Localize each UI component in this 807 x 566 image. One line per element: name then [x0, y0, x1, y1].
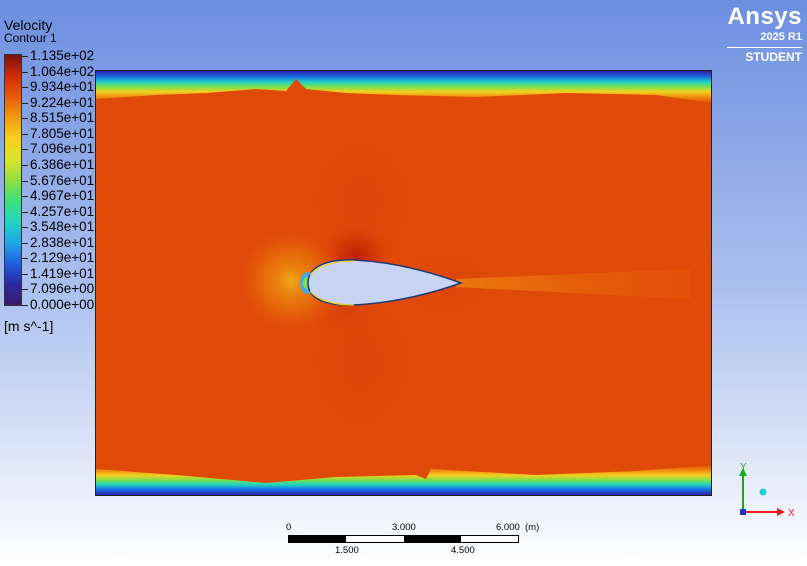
colorbar-tick-label: 2.838e+01: [30, 234, 95, 250]
scale-label-1500: 1.500: [335, 545, 359, 556]
logo-divider: [727, 47, 802, 48]
z-axis-dot: [759, 488, 767, 496]
scale-segment: [289, 536, 347, 542]
colorbar-tick-mark: [22, 56, 28, 57]
x-axis-label: X: [788, 508, 795, 519]
colorbar-tick-mark: [22, 149, 28, 151]
colorbar-tick-mark: [22, 133, 28, 135]
colorbar-tick-mark: [22, 71, 28, 73]
colorbar-tick-mark: [22, 289, 28, 291]
colorbar-tick-mark: [22, 87, 28, 89]
scale-segment: [460, 536, 518, 542]
colorbar-tick-mark: [22, 305, 28, 306]
colorbar-tick-label: 9.934e+01: [30, 79, 95, 95]
scale-label-4500: 4.500: [451, 545, 475, 556]
colorbar: [4, 54, 22, 306]
legend-subtitle: Contour 1: [4, 31, 57, 45]
legend-title: Velocity: [4, 17, 53, 33]
colorbar-tick-label: 2.129e+01: [30, 250, 95, 266]
colorbar-tick-mark: [22, 211, 28, 213]
colorbar-tick-mark: [22, 164, 28, 166]
scale-label-6000: 6.000: [496, 522, 520, 533]
scale-label-3000: 3.000: [392, 522, 416, 533]
colorbar-tick-label: 0.000e+00: [30, 297, 95, 312]
colorbar-tick-label: 6.386e+01: [30, 156, 95, 172]
axis-triad[interactable]: Y X: [735, 460, 800, 524]
x-arrowhead-icon: [777, 508, 785, 516]
colorbar-tick-label: 7.096e+01: [30, 141, 95, 157]
y-arrowhead-icon: [739, 468, 747, 476]
colorbar-tick-label: 7.805e+01: [30, 125, 95, 141]
colorbar-tick-label: 1.064e+02: [30, 63, 95, 79]
colorbar-tick-mark: [22, 180, 28, 182]
logo-edition: STUDENT: [745, 50, 802, 64]
colorbar-tick-mark: [22, 273, 28, 275]
scale-bar-segments: [288, 535, 519, 543]
colorbar-tick-mark: [22, 102, 28, 104]
origin-marker: [740, 509, 746, 515]
contour-plot: [96, 71, 711, 495]
scale-segment: [346, 536, 404, 542]
legend-units: [m s^-1]: [4, 318, 54, 334]
colorbar-tick-mark: [22, 258, 28, 260]
colorbar-tick-label: 1.135e+02: [30, 48, 95, 63]
colorbar-tick-mark: [22, 196, 28, 198]
scale-units: (m): [525, 522, 540, 533]
logo-version: 2025 R1: [760, 31, 802, 43]
colorbar-tick-label: 9.224e+01: [30, 94, 95, 110]
colorbar-tick-mark: [22, 227, 28, 229]
colorbar-tick-label: 7.096e+00: [30, 281, 95, 297]
logo-brand: Ansys: [727, 3, 802, 30]
scale-segment: [403, 536, 461, 542]
colorbar-tick-label: 3.548e+01: [30, 219, 95, 235]
ansys-logo: Ansys 2025 R1 STUDENT: [727, 3, 802, 64]
scale-label-0: 0: [286, 522, 292, 533]
colorbar-tick-label: 4.967e+01: [30, 188, 95, 204]
colorbar-tick-label: 5.676e+01: [30, 172, 95, 188]
y-axis-label: Y: [740, 462, 747, 473]
colorbar-tick-label: 4.257e+01: [30, 203, 95, 219]
colorbar-tick-mark: [22, 242, 28, 244]
colorbar-tick-label: 1.419e+01: [30, 265, 95, 281]
colorbar-tick-mark: [22, 118, 28, 120]
colorbar-tick-label: 8.515e+01: [30, 110, 95, 126]
scale-bar: 0 3.000 6.000 (m) 1.500 4.500: [286, 522, 539, 558]
contour-viewport[interactable]: [95, 70, 712, 496]
